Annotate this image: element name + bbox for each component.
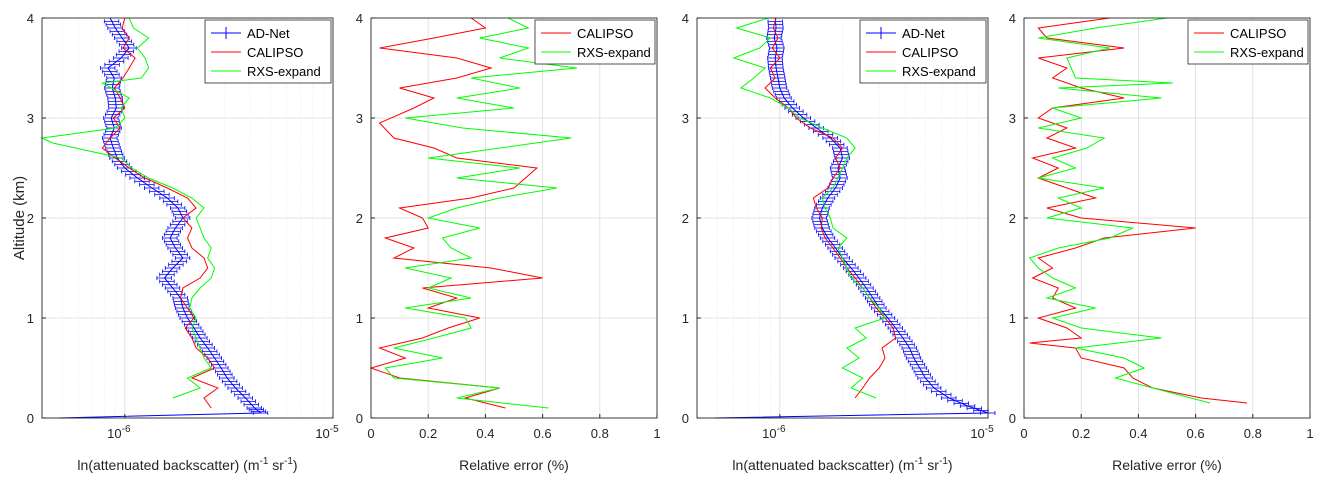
y-tick-label: 2 [356,211,363,226]
panel-2: 0 1 2 3 4 0 0.2 0.4 0.6 0.8 1 Relative error (%) CAL… [356,11,661,473]
series-rxs-expand [40,17,216,399]
legend: AD-Net CALIPSO RXS-expand [204,19,332,84]
series-line [384,17,577,409]
panel-1: 0 1 2 3 4 10-6 10-5 ln(attenuated backscatter) … [27,11,339,473]
panel-3: 0 1 2 3 4 10-6 10-5 ln(attenuated backscatter) … [682,11,996,473]
y-tick-label: 3 [682,111,689,126]
legend-label: CALIPSO [577,26,633,41]
y-tick-label: 1 [27,311,34,326]
legend-label: CALIPSO [1230,26,1286,41]
x-tick-label: 1 [653,426,660,441]
series-line [101,17,219,409]
series-line [58,17,263,419]
series-line [764,17,897,399]
y-tick-label: 3 [27,111,34,126]
series-line [713,17,989,419]
series-line [40,17,216,399]
x-tick-label: 0.4 [476,426,494,441]
x-tick-label: 0.8 [591,426,609,441]
series-calipso [369,17,543,409]
y-tick-label: 0 [1009,411,1016,426]
legend-label: RXS-expand [902,64,976,79]
legend: AD-Net CALIPSO RXS-expand [859,19,987,84]
x-axis-label: ln(attenuated backscatter) (m-1 sr-1) [77,456,297,473]
legend-label: CALIPSO [902,45,958,60]
y-tick-label: 1 [682,311,689,326]
y-tick-label: 2 [682,211,689,226]
series-rxs-expand [732,17,886,399]
y-tick-label: 4 [27,11,34,26]
y-tick-label: 2 [27,211,34,226]
series-line [1029,17,1248,404]
x-tick-label: 0.2 [419,426,437,441]
series-line [1028,17,1211,404]
x-tick-label: 0.2 [1072,426,1090,441]
series-calipso [101,17,219,409]
legend: CALIPSO RXS-expand [1187,19,1309,65]
x-axis-label: Relative error (%) [459,457,569,473]
x-tick-label: 0.6 [534,426,552,441]
legend-box [534,19,656,65]
y-tick-label: 3 [356,111,363,126]
x-tick-label: 10-6 [107,424,131,441]
x-tick-label: 0.6 [1187,426,1205,441]
y-axis-label: Altitude (km) [11,176,28,260]
series-ad-net [58,17,269,419]
legend-box [1187,19,1309,65]
series-calipso [764,17,897,399]
y-tick-label: 2 [1009,211,1016,226]
series-rxs-expand [1028,17,1211,404]
y-tick-label: 3 [1009,111,1016,126]
legend-label: AD-Net [247,26,290,41]
x-axis-label: ln(attenuated backscatter) (m-1 sr-1) [732,456,952,473]
x-tick-label: 0.8 [1244,426,1262,441]
y-tick-label: 0 [356,411,363,426]
series-calipso [1029,17,1248,404]
x-tick-label: 10-6 [762,424,786,441]
series-line [732,17,886,399]
y-tick-label: 0 [682,411,689,426]
x-tick-label: 10-5 [970,424,994,441]
legend-label: RXS-expand [1230,45,1304,60]
x-tick-label: 0 [1020,426,1027,441]
y-tick-label: 1 [356,311,363,326]
x-tick-label: 1 [1306,426,1313,441]
y-tick-label: 4 [682,11,689,26]
legend: CALIPSO RXS-expand [534,19,656,65]
series-ad-net [713,17,996,419]
legend-label: CALIPSO [247,45,303,60]
legend-label: RXS-expand [247,64,321,79]
series-line [369,17,543,409]
x-tick-label: 10-5 [315,424,339,441]
x-tick-label: 0 [367,426,374,441]
y-tick-label: 1 [1009,311,1016,326]
x-tick-label: 0.4 [1129,426,1147,441]
y-tick-label: 4 [1009,11,1016,26]
panel-4: 0 1 2 3 4 0 0.2 0.4 0.6 0.8 1 Relative error (%) CAL… [1009,11,1314,473]
y-tick-label: 0 [27,411,34,426]
legend-label: RXS-expand [577,45,651,60]
series-rxs-expand [384,17,577,409]
x-axis-label: Relative error (%) [1112,457,1222,473]
legend-label: AD-Net [902,26,945,41]
y-tick-label: 4 [356,11,363,26]
